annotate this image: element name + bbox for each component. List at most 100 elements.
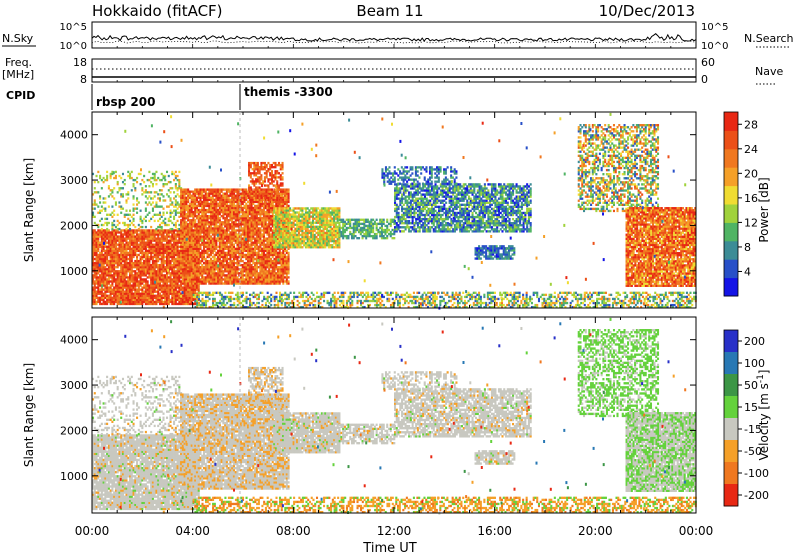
power-cell <box>170 272 172 274</box>
power-cell <box>150 231 152 233</box>
power-cell <box>138 297 140 299</box>
power-cell <box>171 239 173 241</box>
power-cell <box>97 293 99 295</box>
power-cell <box>148 248 150 250</box>
power-cell <box>115 295 117 297</box>
power-cell <box>138 248 140 250</box>
power-cell <box>143 301 145 303</box>
power-cell <box>133 239 135 241</box>
power-cell <box>150 233 152 235</box>
power-cell <box>97 276 99 278</box>
power-cell <box>124 256 126 258</box>
power-cell <box>133 270 135 272</box>
power-cell <box>122 297 124 299</box>
power-cell <box>154 254 156 256</box>
power-cell <box>159 272 161 274</box>
power-cell <box>110 280 112 282</box>
power-cell <box>117 231 119 233</box>
power-cell <box>124 262 126 264</box>
power-cell <box>155 231 157 233</box>
power-cell <box>147 231 149 233</box>
power-cell <box>148 266 150 268</box>
power-cell <box>124 258 126 260</box>
power-cell <box>143 256 145 258</box>
radar-summary-plot: Hokkaido (fitACF) Beam 11 10/Dec/2013 N.… <box>0 0 800 554</box>
power-cell <box>166 256 168 258</box>
power-cell <box>154 284 156 286</box>
power-cell <box>122 256 124 258</box>
power-cell <box>106 297 108 299</box>
power-cell <box>173 233 175 235</box>
power-cell <box>131 250 133 252</box>
power-cell <box>138 262 140 264</box>
power-cell <box>168 264 170 266</box>
power-cell <box>136 299 138 301</box>
power-cell <box>145 258 147 260</box>
power-cell <box>133 266 135 268</box>
power-cell <box>140 258 142 260</box>
power-cell <box>145 284 147 286</box>
power-cell <box>96 301 98 303</box>
power-cell <box>129 231 131 233</box>
power-cell <box>124 231 126 233</box>
power-cell <box>108 246 110 248</box>
power-cell <box>170 256 172 258</box>
power-cell <box>108 239 110 241</box>
power-cell <box>108 262 110 264</box>
power-cell <box>161 231 163 233</box>
power-cell <box>147 246 149 248</box>
power-cell <box>155 270 157 272</box>
power-cell <box>101 291 103 293</box>
power-cell <box>96 237 98 239</box>
power-cell <box>99 242 101 244</box>
power-cell <box>131 303 133 305</box>
power-cell <box>96 280 98 282</box>
power-cell <box>161 246 163 248</box>
power-cell <box>99 291 101 293</box>
power-cell <box>170 254 172 256</box>
power-cell <box>125 233 127 235</box>
power-cell <box>99 260 101 262</box>
power-cell <box>154 262 156 264</box>
power-cell <box>138 301 140 303</box>
power-cell <box>117 293 119 295</box>
power-cell <box>118 264 120 266</box>
power-cell <box>120 231 122 233</box>
power-cell <box>129 237 131 239</box>
power-cell <box>113 242 115 244</box>
power-cell <box>143 270 145 272</box>
power-cell <box>155 291 157 293</box>
power-cell <box>111 284 113 286</box>
power-cell <box>148 284 150 286</box>
nave-tick-bottom: 0 <box>701 73 708 86</box>
power-cell <box>108 278 110 280</box>
power-cell <box>136 254 138 256</box>
power-cell <box>171 284 173 286</box>
power-cell <box>101 282 103 284</box>
power-cell <box>168 288 170 290</box>
power-cell <box>120 254 122 256</box>
power-cell <box>115 237 117 239</box>
power-cell <box>171 274 173 276</box>
power-cell <box>155 237 157 239</box>
power-cell <box>104 280 106 282</box>
power-cell <box>155 248 157 250</box>
power-cell <box>145 248 147 250</box>
power-cell <box>173 256 175 258</box>
power-cell <box>152 282 154 284</box>
power-cell <box>125 235 127 237</box>
power-cell <box>140 260 142 262</box>
power-cell <box>115 250 117 252</box>
power-cell <box>136 260 138 262</box>
power-cell <box>134 297 136 299</box>
power-cell <box>147 288 149 290</box>
power-cell <box>141 301 143 303</box>
power-cell <box>157 254 159 256</box>
power-cell <box>120 258 122 260</box>
power-cell <box>161 264 163 266</box>
power-cell <box>138 280 140 282</box>
power-cell <box>157 284 159 286</box>
power-cell <box>125 286 127 288</box>
power-cell <box>147 284 149 286</box>
power-cell <box>113 272 115 274</box>
